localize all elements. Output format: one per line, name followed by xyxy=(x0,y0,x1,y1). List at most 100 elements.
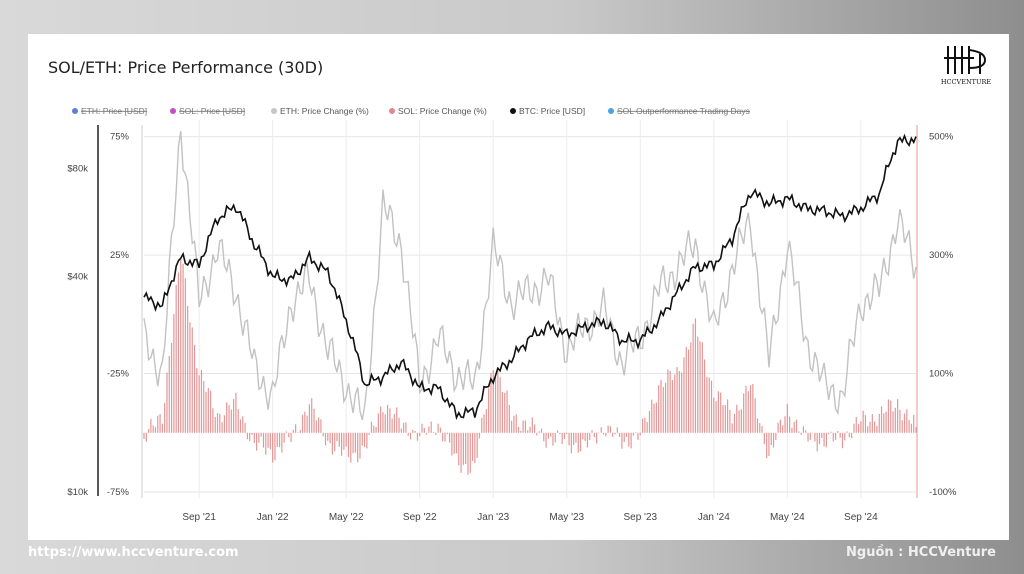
x-tick-label: Jan '24 xyxy=(698,512,730,523)
sol-bar xyxy=(515,414,517,433)
sol-bar xyxy=(214,416,216,433)
sol-bar xyxy=(426,432,428,435)
logo-text: HCCVENTURE xyxy=(941,78,991,86)
sol-bar xyxy=(430,421,432,433)
sol-bar xyxy=(609,426,612,433)
sol-bar xyxy=(164,402,166,433)
sol-bar xyxy=(382,412,384,433)
sol-axis-tick-label: -100% xyxy=(929,487,957,498)
sol-bar xyxy=(798,431,800,433)
btc-price-series xyxy=(143,133,917,421)
sol-bar xyxy=(499,377,501,433)
sol-bar xyxy=(403,422,405,433)
sol-bar xyxy=(283,432,285,443)
sol-bar xyxy=(531,417,533,433)
sol-bar xyxy=(451,432,453,456)
sol-bar xyxy=(483,414,485,433)
sol-bar xyxy=(501,392,504,433)
sol-bar xyxy=(662,386,664,433)
sol-bar xyxy=(504,392,506,433)
sol-bar xyxy=(345,432,347,447)
sol-bar xyxy=(598,432,600,434)
website-url[interactable]: https://www.hccventure.com xyxy=(28,545,239,560)
sol-bar xyxy=(363,432,366,448)
sol-bar xyxy=(545,432,547,448)
sol-bar xyxy=(191,327,193,433)
sol-bar xyxy=(782,425,784,433)
sol-bar xyxy=(910,423,913,433)
sol-bar xyxy=(676,367,678,433)
sol-bar xyxy=(409,432,412,440)
sol-bar xyxy=(614,432,616,435)
sol-bar xyxy=(605,432,607,437)
sol-bar xyxy=(772,432,775,448)
sol-bar xyxy=(414,431,416,433)
x-tick-label: Sep '24 xyxy=(844,512,878,523)
sol-bar xyxy=(678,371,680,433)
sol-bar xyxy=(458,432,460,466)
sol-bar xyxy=(357,432,359,463)
sol-bar xyxy=(469,432,471,473)
sol-bar xyxy=(619,432,621,437)
sol-bar xyxy=(442,432,444,442)
sol-bar xyxy=(527,430,529,433)
sol-bar xyxy=(281,432,283,453)
sol-bar xyxy=(887,399,890,433)
sol-bar xyxy=(219,413,221,433)
sol-bar xyxy=(784,416,786,433)
sol-bar xyxy=(554,432,556,443)
sol-bar xyxy=(607,425,609,433)
sol-bar xyxy=(747,391,749,433)
sol-bar xyxy=(763,432,765,445)
sol-bar xyxy=(290,432,292,443)
sol-bar xyxy=(779,419,782,433)
x-tick-label: Sep '23 xyxy=(623,512,657,523)
sol-bar xyxy=(210,390,212,433)
eth-price-change-series xyxy=(143,131,917,421)
sol-bar xyxy=(161,423,163,433)
sol-bar xyxy=(683,357,685,433)
sol-bar xyxy=(823,432,825,447)
sol-bar xyxy=(189,322,191,433)
sol-bar xyxy=(628,432,630,447)
sol-bar xyxy=(536,432,538,436)
sol-bar xyxy=(791,427,793,433)
sol-bar xyxy=(453,432,455,454)
sol-bar xyxy=(745,386,747,433)
sol-bar xyxy=(639,432,641,436)
sol-bar xyxy=(733,413,736,433)
sol-bar xyxy=(508,405,510,433)
sol-bar xyxy=(561,432,563,444)
sol-bar xyxy=(212,408,214,433)
sol-bar xyxy=(846,431,848,433)
sol-bar xyxy=(285,431,288,433)
sol-bar xyxy=(692,323,694,433)
sol-bar xyxy=(729,409,731,433)
sol-bar xyxy=(775,432,777,441)
sol-bar xyxy=(497,370,499,433)
sol-bar xyxy=(805,430,807,433)
sol-bar xyxy=(492,370,494,433)
sol-bar xyxy=(563,432,566,440)
sol-bar xyxy=(669,371,671,433)
sol-bar xyxy=(830,431,832,433)
sol-bar xyxy=(313,408,315,433)
sol-bar xyxy=(446,432,448,435)
sol-bar xyxy=(913,415,915,433)
sol-bar xyxy=(386,405,389,433)
x-tick-label: Sep '21 xyxy=(182,512,216,523)
sol-bar xyxy=(637,432,639,440)
sol-bar xyxy=(517,426,520,433)
sol-bar xyxy=(216,413,219,433)
sol-bar xyxy=(593,432,595,438)
sol-bar xyxy=(915,426,917,433)
sol-bar xyxy=(295,424,297,433)
sol-bar xyxy=(368,432,370,435)
sol-bar xyxy=(556,430,559,433)
legend-marker xyxy=(608,108,614,114)
sol-bar xyxy=(874,421,876,433)
sol-bar xyxy=(832,432,834,442)
sol-bar xyxy=(520,430,522,433)
legend-item-label: SOL: Price Change (%) xyxy=(398,106,487,116)
sol-bar xyxy=(671,380,674,433)
